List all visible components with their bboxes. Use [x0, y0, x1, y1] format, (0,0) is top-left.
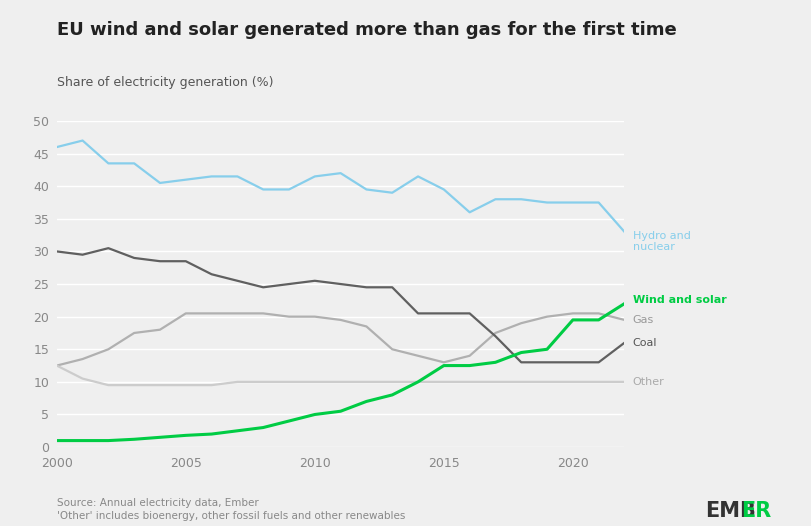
Text: Other: Other [633, 377, 664, 387]
Text: EMB: EMB [706, 501, 757, 521]
Text: EU wind and solar generated more than gas for the first time: EU wind and solar generated more than ga… [57, 21, 676, 39]
Text: Hydro and
nuclear: Hydro and nuclear [633, 231, 690, 252]
Text: ER: ER [741, 501, 771, 521]
Text: Wind and solar: Wind and solar [633, 295, 727, 306]
Text: Share of electricity generation (%): Share of electricity generation (%) [57, 76, 273, 89]
Text: Coal: Coal [633, 338, 657, 348]
Text: Gas: Gas [633, 315, 654, 325]
Text: Source: Annual electricity data, Ember
'Other' includes bioenergy, other fossil : Source: Annual electricity data, Ember '… [57, 498, 406, 521]
